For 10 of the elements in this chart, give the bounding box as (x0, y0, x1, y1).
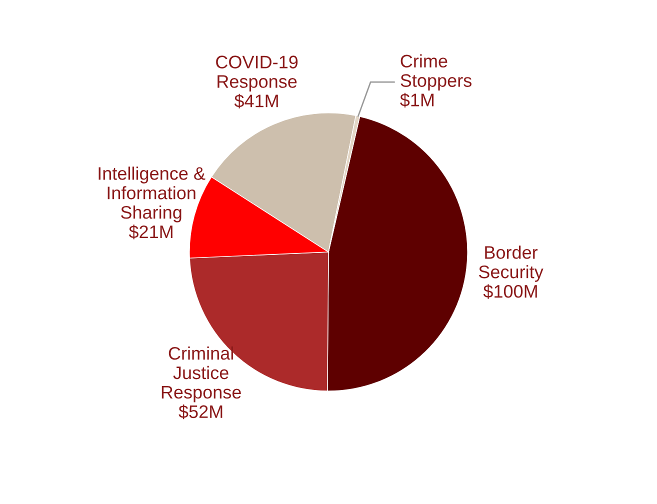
data-label: $100M (483, 284, 537, 299)
slice-label: Crime Stoppers (400, 54, 472, 91)
slice-label: COVID-19 Response (216, 56, 298, 92)
slice-label: Intelligence & Information Sharing (98, 166, 206, 222)
data-label: $21M (128, 224, 172, 240)
data-label: $41M (234, 94, 278, 108)
data-label: $1M (400, 92, 434, 108)
slice-label: Criminal Justice Response (162, 346, 241, 402)
slice-label: Border Security (478, 246, 544, 282)
data-label: $52M (178, 404, 222, 420)
